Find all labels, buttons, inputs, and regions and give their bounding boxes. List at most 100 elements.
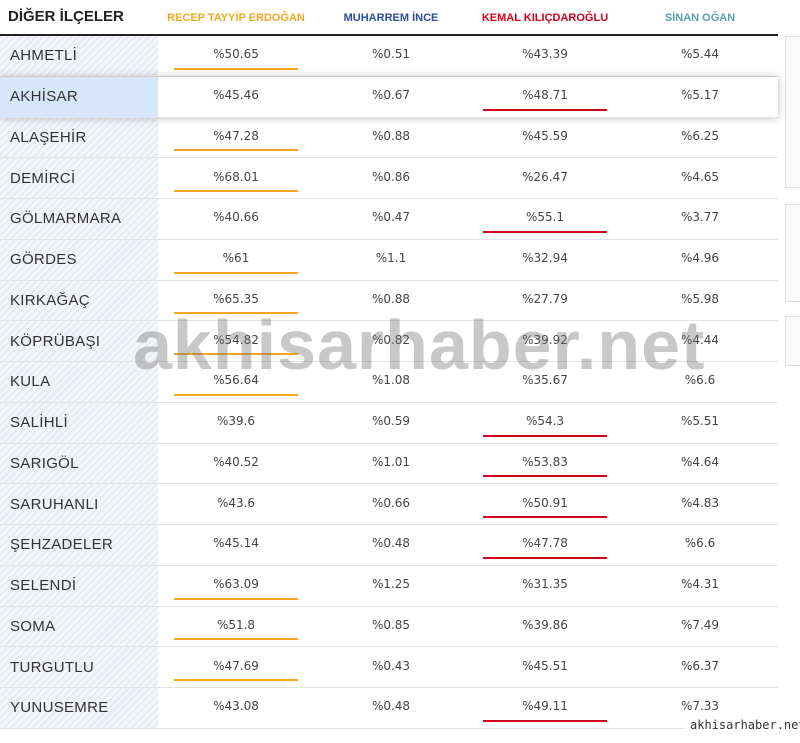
vote-share: %0.47 xyxy=(371,210,411,225)
vote-share: %39.92 xyxy=(522,332,568,347)
vote-share: %56.64 xyxy=(213,373,259,388)
vote-share: %1.01 xyxy=(371,454,411,469)
vote-share: %6.6 xyxy=(684,373,716,388)
table-row[interactable]: DEMİRCİ %68.01 %0.86 %26.47 %4.65 xyxy=(0,158,778,199)
vote-share: %39.6 xyxy=(216,414,256,429)
district-name: SELENDİ xyxy=(10,577,77,595)
vote-share: %45.46 xyxy=(213,88,259,103)
candidate-header: RECEP TAYYİP ERDOĞAN xyxy=(167,12,305,24)
table-row[interactable]: GÖRDES %61 %1.1 %32.94 %4.96 xyxy=(0,239,778,281)
district-name: SOMA xyxy=(10,617,56,635)
vote-share: %45.14 xyxy=(213,536,259,551)
table-row[interactable]: AHMETLİ %50.65 %0.51 %43.39 %5.44 xyxy=(0,36,778,77)
side-widget xyxy=(785,316,800,366)
vote-share: %47.28 xyxy=(213,128,259,143)
vote-share: %43.08 xyxy=(213,699,259,714)
table-row[interactable]: SOMA %51.8 %0.85 %39.86 %7.49 xyxy=(0,606,778,648)
table-row[interactable]: KULA %56.64 %1.08 %35.67 %6.6 xyxy=(0,362,778,403)
vote-share: %0.82 xyxy=(371,332,411,347)
vote-share: %0.51 xyxy=(371,47,411,62)
vote-share: %0.86 xyxy=(371,169,411,184)
vote-share: %5.51 xyxy=(680,414,720,429)
winner-underline xyxy=(483,108,607,111)
district-cell xyxy=(0,199,158,239)
vote-share: %49.11 xyxy=(522,699,568,714)
district-name: AKHİSAR xyxy=(10,88,78,106)
vote-share: %31.35 xyxy=(522,577,568,592)
vote-share: %1.08 xyxy=(371,373,411,388)
table-title: DİĞER İLÇELER xyxy=(8,8,124,25)
vote-share: %4.31 xyxy=(680,577,720,592)
district-name: GÖLMARMARA xyxy=(10,210,122,228)
district-cell xyxy=(0,36,158,76)
district-cell xyxy=(0,362,158,402)
district-cell xyxy=(0,117,158,158)
district-cell xyxy=(0,484,158,524)
winner-underline xyxy=(174,149,298,152)
vote-share: %47.69 xyxy=(213,658,259,673)
vote-share: %0.59 xyxy=(371,414,411,429)
winner-underline xyxy=(174,67,298,70)
vote-share: %51.8 xyxy=(216,617,256,632)
table-row[interactable]: SARIGÖL %40.52 %1.01 %53.83 %4.64 xyxy=(0,443,778,485)
winner-underline xyxy=(174,638,298,641)
district-name: SARIGÖL xyxy=(10,454,79,472)
district-cell xyxy=(0,647,158,687)
vote-share: %54.3 xyxy=(525,414,565,429)
vote-share: %4.83 xyxy=(680,495,720,510)
winner-underline xyxy=(483,516,607,518)
vote-share: %39.86 xyxy=(522,617,568,632)
district-name: KÖPRÜBAŞI xyxy=(10,332,101,350)
table-row[interactable]: GÖLMARMARA %40.66 %0.47 %55.1 %3.77 xyxy=(0,199,778,240)
table-row[interactable]: ALAŞEHİR %47.28 %0.88 %45.59 %6.25 xyxy=(0,117,778,159)
district-cell xyxy=(0,688,158,728)
side-widget xyxy=(785,204,800,302)
vote-share: %50.65 xyxy=(213,47,259,62)
table-row[interactable]: YUNUSEMRE %43.08 %0.48 %49.11 %7.33 xyxy=(0,688,778,729)
vote-share: %7.49 xyxy=(680,617,720,632)
vote-share: %40.52 xyxy=(213,454,259,469)
candidate-header: KEMAL KILIÇDAROĞLU xyxy=(481,12,609,24)
winner-underline xyxy=(174,190,298,192)
vote-share: %0.48 xyxy=(371,536,411,551)
vote-share: %63.09 xyxy=(213,577,259,592)
table-row[interactable]: SELENDİ %63.09 %1.25 %31.35 %4.31 xyxy=(0,565,778,607)
table-row[interactable]: ŞEHZADELER %45.14 %0.48 %47.78 %6.6 xyxy=(0,525,778,566)
vote-share: %35.67 xyxy=(522,373,568,388)
vote-share: %43.6 xyxy=(216,495,256,510)
vote-share: %32.94 xyxy=(522,251,568,266)
table-row[interactable]: SALİHLİ %39.6 %0.59 %54.3 %5.51 xyxy=(0,402,778,444)
vote-share: %7.33 xyxy=(680,699,720,714)
district-cell xyxy=(0,606,158,647)
vote-share: %47.78 xyxy=(522,536,568,551)
district-name: SALİHLİ xyxy=(10,414,68,432)
table-row[interactable]: KIRKAĞAÇ %65.35 %0.88 %27.79 %5.98 xyxy=(0,280,778,322)
table-row[interactable]: KÖPRÜBAŞI %54.82 %0.82 %39.92 %4.44 xyxy=(0,321,778,362)
vote-share: %4.64 xyxy=(680,454,720,469)
table-row[interactable]: AKHİSAR %45.46 %0.67 %48.71 %5.17 xyxy=(0,76,778,118)
vote-share: %65.35 xyxy=(213,291,259,306)
vote-share: %4.96 xyxy=(680,251,720,266)
header-rule xyxy=(0,34,778,36)
district-cell xyxy=(0,565,158,606)
share-bar[interactable] xyxy=(785,36,800,188)
vote-share: %3.77 xyxy=(680,210,720,225)
district-cell xyxy=(0,76,158,117)
vote-share: %6.25 xyxy=(680,128,720,143)
district-cell xyxy=(0,239,158,280)
district-name: DEMİRCİ xyxy=(10,169,76,187)
vote-share: %45.59 xyxy=(522,128,568,143)
vote-share: %0.48 xyxy=(371,699,411,714)
vote-share: %61 xyxy=(222,251,250,266)
table-row[interactable]: TURGUTLU %47.69 %0.43 %45.51 %6.37 xyxy=(0,647,778,688)
winner-underline xyxy=(483,230,607,233)
winner-underline xyxy=(174,393,298,396)
district-cell xyxy=(0,443,158,484)
table-row[interactable]: SARUHANLI %43.6 %0.66 %50.91 %4.83 xyxy=(0,484,778,525)
vote-share: %1.25 xyxy=(371,577,411,592)
vote-share: %5.98 xyxy=(680,291,720,306)
vote-share: %53.83 xyxy=(522,454,568,469)
vote-share: %4.65 xyxy=(680,169,720,184)
vote-share: %43.39 xyxy=(522,47,568,62)
vote-share: %6.6 xyxy=(684,536,716,551)
